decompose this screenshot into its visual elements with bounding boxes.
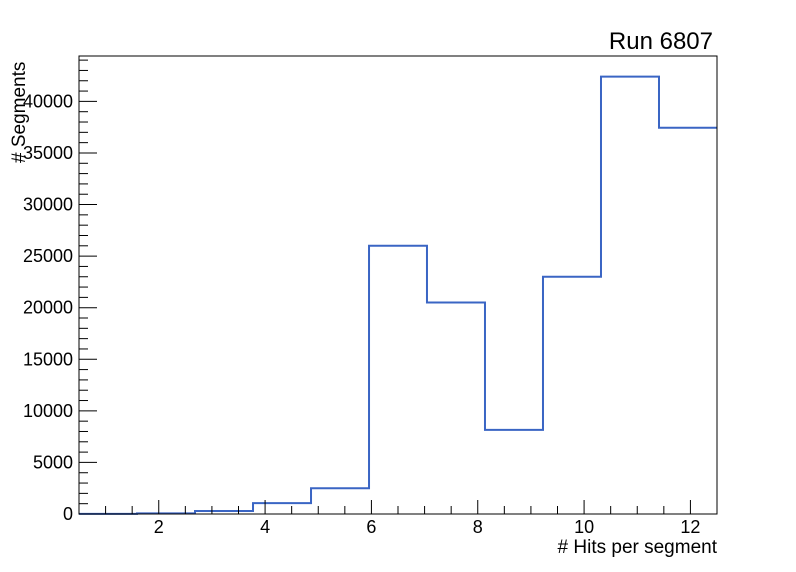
y-tick-label: 0 xyxy=(63,504,73,524)
x-tick-label: 6 xyxy=(366,517,376,537)
plot-title: Run 6807 xyxy=(609,28,713,55)
x-tick-label: 4 xyxy=(260,517,270,537)
y-tick-label: 25000 xyxy=(23,246,73,266)
x-axis-title: # Hits per segment xyxy=(558,537,718,558)
y-tick-label: 40000 xyxy=(23,91,73,111)
axes-layer xyxy=(78,55,718,515)
series-layer xyxy=(79,75,717,515)
y-tick-label: 30000 xyxy=(23,195,73,215)
y-tick-label: 15000 xyxy=(23,349,73,369)
y-tick-label: 10000 xyxy=(23,401,73,421)
y-axis-title: # Segments xyxy=(9,62,30,163)
x-tick-label: 2 xyxy=(154,517,164,537)
histogram-line xyxy=(79,75,717,515)
y-tick-label: 20000 xyxy=(23,298,73,318)
y-tick-label: 35000 xyxy=(23,143,73,163)
x-tick-label: 10 xyxy=(574,517,594,537)
x-tick-label: 8 xyxy=(473,517,483,537)
y-tick-label: 5000 xyxy=(33,452,73,472)
plot-frame xyxy=(78,55,718,515)
tick-label-layer: 2 4 6 8 10 12 0 5000 10000 15000 20000 25000 30000 35… xyxy=(23,91,700,537)
x-tick-label: 12 xyxy=(680,517,700,537)
